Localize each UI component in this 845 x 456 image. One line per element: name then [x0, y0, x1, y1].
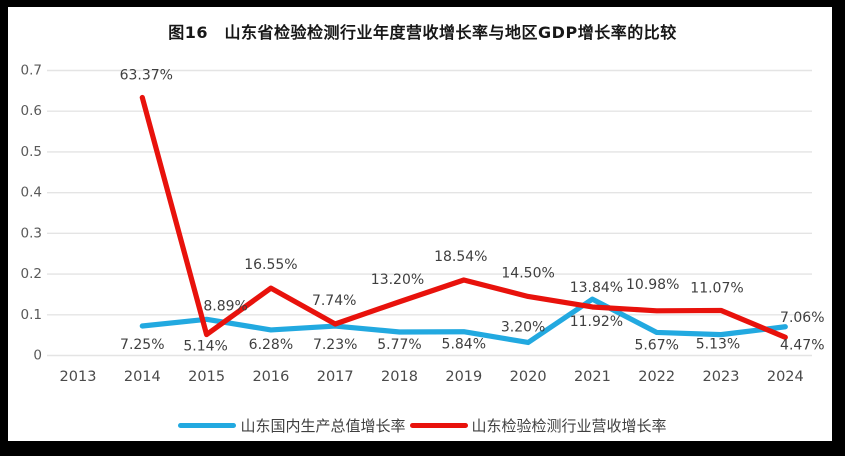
y-tick-label: 0.4 — [21, 185, 42, 201]
data-label: 7.23% — [313, 337, 357, 353]
data-label: 8.89% — [203, 298, 247, 314]
y-tick-label: 0.1 — [21, 307, 42, 323]
x-tick-label: 2013 — [60, 369, 97, 385]
x-tick-label: 2014 — [124, 369, 161, 385]
y-tick-label: 0.5 — [21, 144, 42, 160]
x-tick-label: 2017 — [317, 369, 354, 385]
x-tick-label: 2024 — [767, 369, 804, 385]
x-tick-label: 2016 — [252, 369, 289, 385]
data-label: 4.47% — [780, 337, 824, 353]
legend-item-revenue: 山东检验检测行业营收增长率 — [409, 415, 667, 436]
legend-swatch-revenue — [409, 422, 468, 428]
data-label: 5.14% — [183, 339, 227, 355]
data-label: 5.84% — [442, 337, 486, 353]
data-label: 5.67% — [634, 337, 678, 353]
series-line-0 — [139, 296, 788, 346]
data-label: 3.20% — [501, 319, 545, 335]
y-tick-label: 0.3 — [21, 225, 42, 241]
data-label: 6.28% — [249, 337, 293, 353]
series-line-1 — [139, 94, 788, 340]
data-label: 63.37% — [120, 67, 173, 83]
x-tick-label: 2022 — [638, 369, 675, 385]
data-label: 14.50% — [501, 265, 554, 281]
data-label: 5.13% — [696, 337, 740, 353]
legend-swatch-gdp — [178, 422, 237, 428]
data-label: 11.92% — [570, 314, 623, 330]
x-tick-label: 2021 — [574, 369, 611, 385]
data-label: 7.74% — [312, 293, 356, 309]
data-label: 13.84% — [570, 280, 623, 296]
chart-legend: 山东国内生产总值增长率 山东检验检测行业营收增长率 — [0, 414, 845, 436]
data-label: 5.77% — [377, 337, 421, 353]
x-tick-label: 2020 — [510, 369, 547, 385]
legend-label-revenue: 山东检验检测行业营收增长率 — [471, 416, 667, 435]
x-tick-label: 2015 — [188, 369, 225, 385]
data-label: 7.06% — [780, 310, 824, 326]
legend-item-gdp: 山东国内生产总值增长率 — [178, 415, 406, 436]
data-label: 16.55% — [244, 257, 297, 273]
y-tick-label: 0.6 — [21, 103, 42, 119]
chart-title: 图16 山东省检验检测行业年度营收增长率与地区GDP增长率的比较 — [168, 23, 677, 42]
y-tick-label: 0.7 — [21, 63, 42, 79]
y-tick-label: 0.2 — [21, 266, 42, 282]
x-tick-label: 2018 — [381, 369, 418, 385]
data-label: 18.54% — [434, 249, 487, 265]
x-tick-label: 2019 — [445, 369, 482, 385]
legend-label-gdp: 山东国内生产总值增长率 — [240, 416, 406, 435]
data-label: 10.98% — [626, 277, 679, 293]
chart-card — [8, 7, 832, 441]
x-tick-label: 2023 — [703, 369, 740, 385]
data-label: 7.25% — [120, 337, 164, 353]
data-label: 13.20% — [371, 272, 424, 288]
data-label: 11.07% — [690, 280, 743, 296]
y-tick-label: 0 — [33, 348, 42, 364]
